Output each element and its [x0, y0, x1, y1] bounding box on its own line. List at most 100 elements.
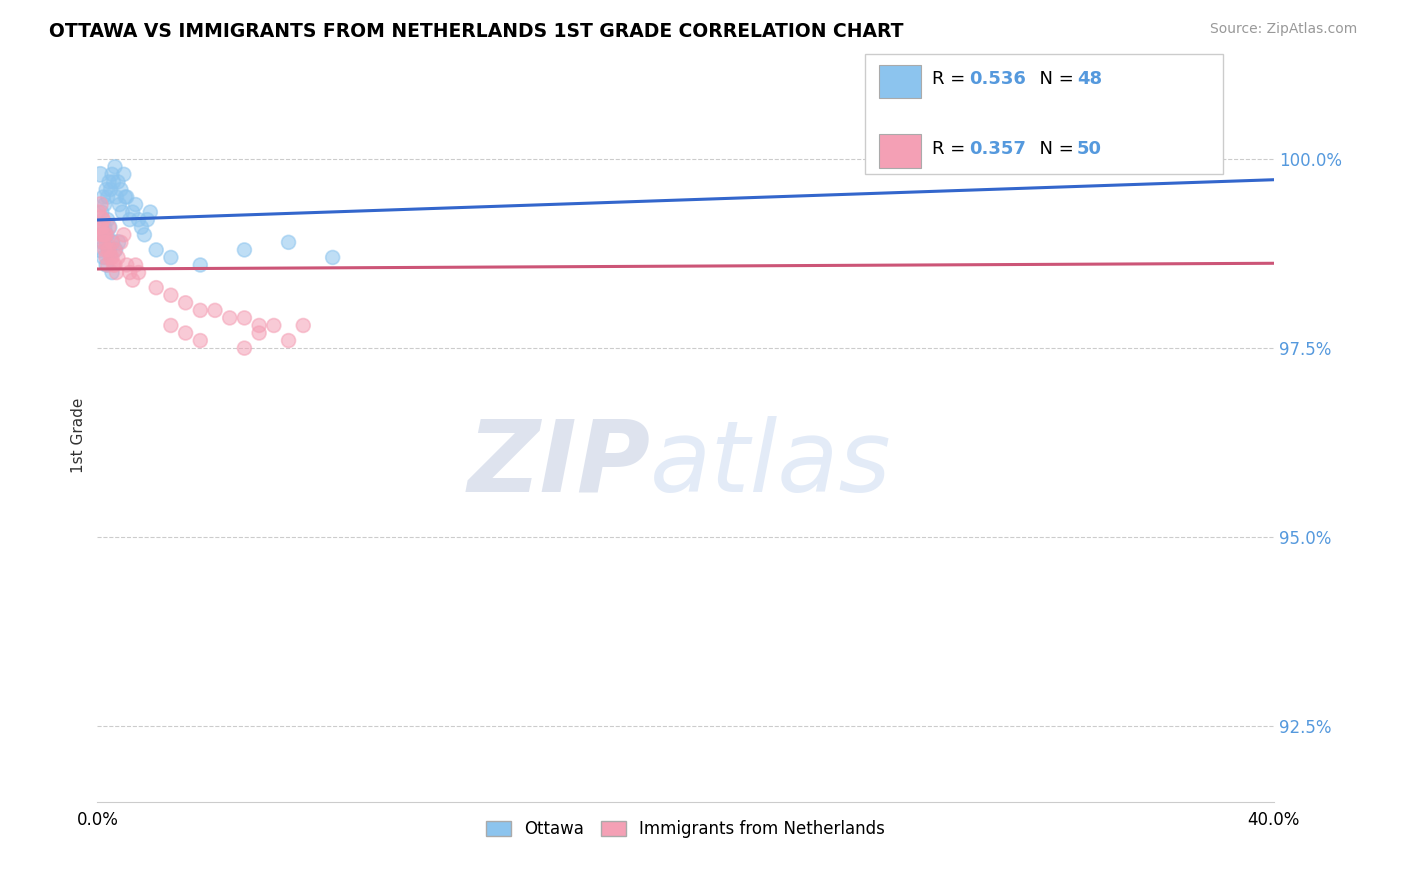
- Point: [128, 266, 150, 280]
- Point: [91, 235, 114, 250]
- Text: Source: ZipAtlas.com: Source: ZipAtlas.com: [1209, 22, 1357, 37]
- Point: [108, 197, 131, 211]
- Point: [96, 182, 118, 196]
- Point: [104, 258, 127, 272]
- Text: N =: N =: [1028, 140, 1080, 158]
- Point: [97, 190, 120, 204]
- Point: [104, 243, 127, 257]
- Point: [114, 190, 136, 204]
- Point: [1115, 152, 1137, 166]
- Point: [97, 212, 120, 227]
- Point: [233, 243, 256, 257]
- Point: [93, 220, 115, 235]
- Point: [98, 243, 121, 257]
- Point: [233, 310, 256, 325]
- Point: [292, 318, 315, 333]
- Point: [160, 288, 183, 302]
- Point: [277, 235, 299, 250]
- Point: [103, 258, 125, 272]
- Point: [100, 182, 122, 196]
- Point: [124, 258, 146, 272]
- Point: [105, 266, 128, 280]
- Point: [90, 227, 112, 242]
- Point: [107, 251, 129, 265]
- Point: [134, 227, 156, 242]
- Point: [233, 341, 256, 355]
- Text: 50: 50: [1077, 140, 1102, 158]
- Point: [115, 190, 138, 204]
- Point: [103, 175, 125, 189]
- Point: [91, 227, 114, 242]
- Point: [100, 251, 122, 265]
- Point: [89, 220, 111, 235]
- Point: [98, 220, 121, 235]
- Y-axis label: 1st Grade: 1st Grade: [72, 397, 86, 473]
- Point: [1115, 152, 1137, 166]
- Point: [118, 266, 141, 280]
- Point: [104, 243, 127, 257]
- Point: [107, 235, 129, 250]
- Point: [104, 160, 127, 174]
- Text: ZIP: ZIP: [467, 416, 651, 513]
- Point: [98, 220, 121, 235]
- Point: [91, 251, 114, 265]
- Point: [89, 212, 111, 227]
- Point: [96, 235, 118, 250]
- Point: [101, 235, 124, 250]
- Point: [96, 251, 118, 265]
- Point: [101, 251, 124, 265]
- Point: [136, 212, 159, 227]
- Point: [90, 220, 112, 235]
- Point: [91, 190, 114, 204]
- Point: [160, 318, 183, 333]
- Point: [131, 220, 153, 235]
- Text: OTTAWA VS IMMIGRANTS FROM NETHERLANDS 1ST GRADE CORRELATION CHART: OTTAWA VS IMMIGRANTS FROM NETHERLANDS 1S…: [49, 22, 904, 41]
- Point: [101, 167, 124, 181]
- Point: [90, 227, 112, 242]
- Point: [96, 227, 118, 242]
- Point: [174, 295, 197, 310]
- Point: [97, 243, 120, 257]
- Point: [93, 243, 115, 257]
- Point: [96, 258, 118, 272]
- Point: [96, 227, 118, 242]
- Point: [110, 182, 132, 196]
- Point: [247, 318, 270, 333]
- Point: [97, 258, 120, 272]
- Point: [121, 205, 143, 219]
- Point: [107, 175, 129, 189]
- Point: [188, 334, 211, 348]
- Text: R =: R =: [932, 70, 972, 87]
- Point: [93, 227, 115, 242]
- Text: 0.536: 0.536: [969, 70, 1025, 87]
- Point: [87, 205, 110, 219]
- Point: [91, 235, 114, 250]
- Point: [91, 212, 114, 227]
- Point: [89, 167, 111, 181]
- Point: [145, 243, 167, 257]
- Point: [118, 212, 141, 227]
- Point: [124, 197, 146, 211]
- Point: [98, 175, 121, 189]
- Point: [204, 303, 226, 318]
- Point: [128, 212, 150, 227]
- Point: [139, 205, 162, 219]
- Point: [112, 227, 135, 242]
- Legend: Ottawa, Immigrants from Netherlands: Ottawa, Immigrants from Netherlands: [479, 814, 891, 845]
- Point: [111, 205, 134, 219]
- Point: [112, 167, 135, 181]
- Point: [89, 243, 111, 257]
- Point: [145, 281, 167, 295]
- Point: [101, 235, 124, 250]
- Point: [188, 258, 211, 272]
- Text: 48: 48: [1077, 70, 1102, 87]
- Point: [98, 243, 121, 257]
- Point: [115, 258, 138, 272]
- Point: [89, 197, 111, 211]
- Text: atlas: atlas: [651, 416, 891, 513]
- Point: [322, 251, 344, 265]
- Text: N =: N =: [1028, 70, 1080, 87]
- Point: [90, 205, 112, 219]
- Point: [105, 190, 128, 204]
- Point: [121, 273, 143, 287]
